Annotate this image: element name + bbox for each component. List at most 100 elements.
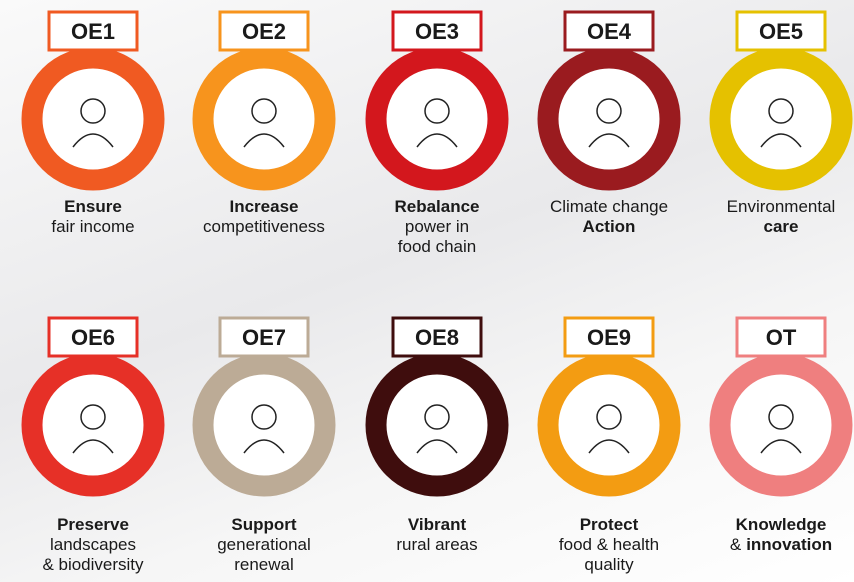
label-line: Preserve [57,515,129,534]
icon [760,98,802,148]
icon [760,404,802,454]
label-line: Rebalance [394,197,479,216]
label-part: Vibrant [408,515,467,534]
ring [21,47,165,191]
icon-part [424,98,450,124]
label-line: & biodiversity [42,555,144,574]
icon-part [80,404,106,430]
label-line: generational [217,535,311,554]
label-part: food chain [398,237,476,256]
label-part: renewal [234,555,294,574]
ring [537,47,681,191]
icon-part [588,133,630,148]
icon [243,404,285,454]
icon-part [72,439,114,454]
label-line: Ensure [64,197,122,216]
ring [709,47,853,191]
label-line: food & health [559,535,659,554]
label-part: Preserve [57,515,129,534]
code-box [218,316,310,358]
label-part: & [730,535,742,554]
icon [588,404,630,454]
label-part: Support [231,515,296,534]
label-line: Increase [230,197,299,216]
code-box [47,316,139,358]
code-box [218,10,310,52]
icon [72,404,114,454]
label-line: food chain [398,237,476,256]
icon [588,98,630,148]
objective: OT Knowledge& innovation [709,316,853,554]
icon-part [416,133,458,148]
code: OE7 [242,325,286,350]
label-part: Knowledge [736,515,827,534]
label-part: Action [583,217,636,236]
label-part: & biodiversity [42,555,144,574]
label-line: Protect [580,515,639,534]
code: OE5 [759,19,803,44]
code: OE6 [71,325,115,350]
ring [365,47,509,191]
code-box [563,316,655,358]
icon-part [596,98,622,124]
label-line: fair income [51,217,134,236]
label-line: quality [584,555,634,574]
label-part: Increase [230,197,299,216]
label-line: power in [405,217,469,236]
icon [416,98,458,148]
label-line: Action [583,217,636,236]
label-line: & innovation [730,535,832,554]
label-part: Rebalance [394,197,479,216]
ring [21,353,165,497]
code-box [735,10,827,52]
code: OE4 [587,19,632,44]
label-part: landscapes [50,535,136,554]
icon-part [588,439,630,454]
icon-part [80,98,106,124]
code-box [47,10,139,52]
icon-part [251,404,277,430]
code-box [391,10,483,52]
icon-part [243,439,285,454]
label-part: fair income [51,217,134,236]
label-line: Support [231,515,296,534]
label-part: Ensure [64,197,122,216]
icon-part [243,133,285,148]
icon [72,98,114,148]
label-line: Climate change [550,197,668,216]
label-line: Vibrant [408,515,467,534]
icon-part [416,439,458,454]
code: OE1 [71,19,115,44]
label-part: quality [584,555,634,574]
label-line: rural areas [396,535,477,554]
label-part: competitiveness [203,217,325,236]
icon-part [760,439,802,454]
label-part: Climate change [550,197,668,216]
code-box [563,10,655,52]
ring [537,353,681,497]
icon-part [768,98,794,124]
ring [192,353,336,497]
label-line: care [764,217,799,236]
label-line: renewal [234,555,294,574]
label-part: generational [217,535,311,554]
label-part: food & health [559,535,659,554]
code: OT [766,325,797,350]
code-box [391,316,483,358]
label-part: power in [405,217,469,236]
label-part: Environmental [727,197,836,216]
label-line: Knowledge [736,515,827,534]
icon-part [251,98,277,124]
code: OE9 [587,325,631,350]
